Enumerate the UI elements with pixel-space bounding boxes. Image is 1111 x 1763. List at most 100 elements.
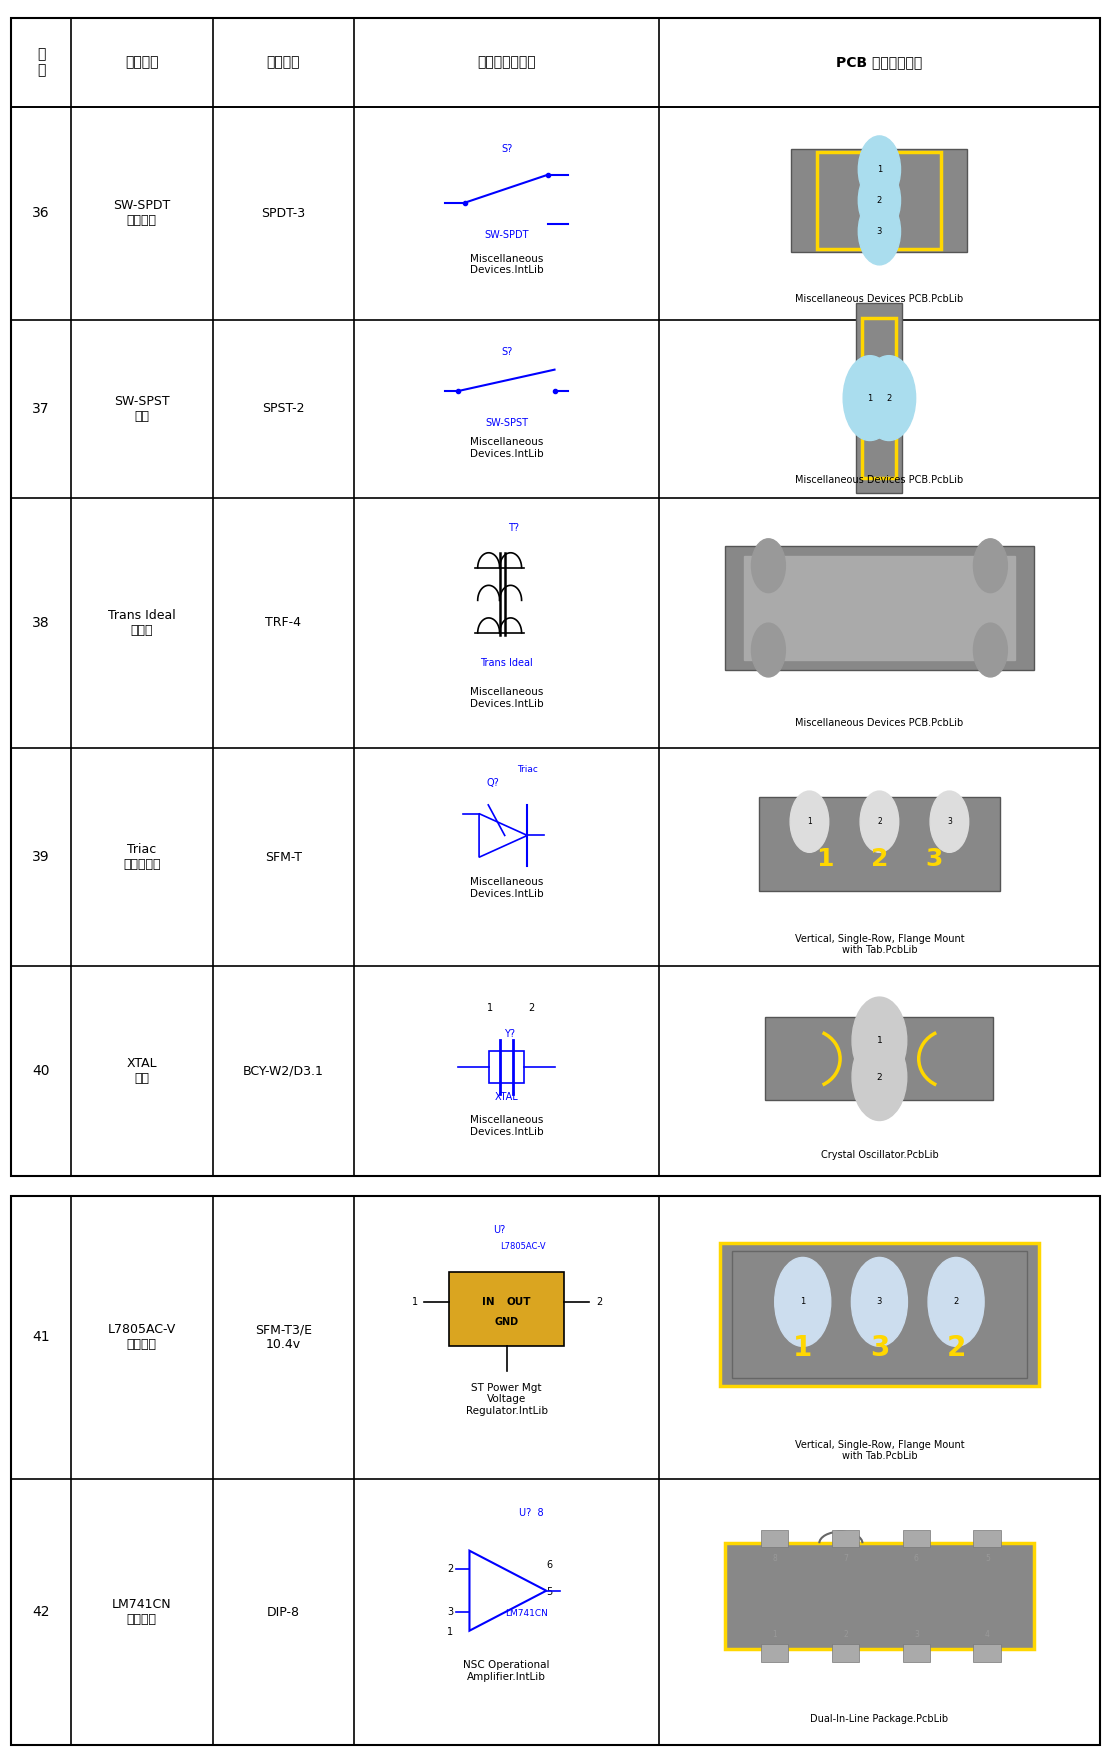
Circle shape	[790, 792, 829, 852]
Text: T?: T?	[508, 522, 519, 532]
Text: 3: 3	[947, 818, 952, 827]
Text: SPDT-3: SPDT-3	[261, 206, 306, 220]
Text: L7805AC-V: L7805AC-V	[500, 1243, 546, 1252]
Text: XTAL
晶振: XTAL 晶振	[127, 1058, 157, 1086]
Text: 3: 3	[877, 1298, 882, 1306]
Bar	[973, 1643, 1001, 1661]
Text: SW-SPDT: SW-SPDT	[484, 229, 529, 240]
Text: S?: S?	[501, 145, 512, 153]
Text: SW-SPDT
单刀双搠: SW-SPDT 单刀双搠	[113, 199, 170, 227]
Text: 2: 2	[528, 1003, 534, 1014]
Text: 1: 1	[487, 1003, 493, 1014]
Text: 2: 2	[877, 196, 882, 205]
Text: 1: 1	[817, 848, 834, 871]
Text: 封装名称: 封装名称	[267, 55, 300, 69]
Text: PCB 封装形式及库: PCB 封装形式及库	[837, 55, 922, 69]
Text: 41: 41	[32, 1331, 50, 1343]
Text: SW-SPST
开关: SW-SPST 开关	[114, 395, 170, 423]
Bar	[732, 1252, 1027, 1379]
Text: 2: 2	[887, 393, 891, 402]
Text: 1: 1	[411, 1296, 418, 1306]
Text: 2: 2	[947, 1335, 965, 1361]
Text: 36: 36	[32, 206, 50, 220]
Bar	[973, 1530, 1001, 1548]
Text: Miscellaneous
Devices.IntLib: Miscellaneous Devices.IntLib	[470, 437, 543, 458]
Text: TRF-4: TRF-4	[266, 617, 301, 629]
Text: 42: 42	[32, 1604, 50, 1618]
Text: 2: 2	[877, 818, 882, 827]
Bar	[862, 317, 897, 478]
Bar	[489, 1051, 524, 1082]
Circle shape	[930, 792, 969, 852]
Text: L7805AC-V
三端稳压: L7805AC-V 三端稳压	[108, 1324, 176, 1350]
Circle shape	[928, 1257, 984, 1347]
Bar	[743, 555, 1015, 659]
Text: 4: 4	[984, 1629, 990, 1638]
Circle shape	[751, 622, 785, 677]
Text: BCY-W2/D3.1: BCY-W2/D3.1	[243, 1065, 323, 1077]
FancyBboxPatch shape	[449, 1273, 564, 1345]
Bar	[902, 1530, 930, 1548]
Text: 1: 1	[877, 1037, 882, 1045]
Bar	[11, 18, 1100, 1176]
Bar	[725, 547, 1033, 670]
Text: 原理图符号及库: 原理图符号及库	[478, 55, 536, 69]
Text: Miscellaneous Devices PCB.PcbLib: Miscellaneous Devices PCB.PcbLib	[795, 718, 963, 728]
Circle shape	[852, 1033, 907, 1121]
Text: Miscellaneous
Devices.IntLib: Miscellaneous Devices.IntLib	[470, 876, 543, 899]
Text: Y?: Y?	[503, 1028, 514, 1038]
Bar	[791, 148, 968, 252]
Text: 3: 3	[870, 1335, 889, 1361]
Text: 6: 6	[547, 1560, 552, 1571]
Circle shape	[852, 998, 907, 1084]
Text: 1: 1	[800, 1298, 805, 1306]
Text: 37: 37	[32, 402, 50, 416]
Text: 2: 2	[447, 1564, 453, 1574]
Bar	[761, 1530, 789, 1548]
Text: XTAL: XTAL	[494, 1091, 519, 1102]
Text: 序
号: 序 号	[37, 48, 46, 78]
Bar	[902, 1643, 930, 1661]
Text: 40: 40	[32, 1065, 50, 1079]
Circle shape	[858, 397, 861, 400]
Text: LM741CN
集成运放: LM741CN 集成运放	[112, 1597, 171, 1625]
Text: 2: 2	[877, 1072, 882, 1082]
Text: 8: 8	[772, 1553, 777, 1562]
Text: 2: 2	[871, 848, 888, 871]
Text: 2: 2	[953, 1298, 959, 1306]
Circle shape	[774, 1257, 831, 1347]
Text: SW-SPST: SW-SPST	[486, 418, 528, 428]
Text: S?: S?	[501, 347, 512, 356]
Bar	[759, 797, 1000, 890]
Text: Vertical, Single-Row, Flange Mount
with Tab.PcbLib: Vertical, Single-Row, Flange Mount with …	[794, 934, 964, 956]
Text: Dual-In-Line Package.PcbLib: Dual-In-Line Package.PcbLib	[810, 1714, 949, 1724]
Circle shape	[851, 1257, 908, 1347]
Text: NSC Operational
Amplifier.IntLib: NSC Operational Amplifier.IntLib	[463, 1661, 550, 1682]
Text: Miscellaneous
Devices.IntLib: Miscellaneous Devices.IntLib	[470, 688, 543, 709]
Circle shape	[751, 539, 785, 592]
Text: 1: 1	[793, 1335, 812, 1361]
Circle shape	[860, 792, 899, 852]
Bar	[832, 1643, 860, 1661]
Bar	[720, 1243, 1039, 1386]
Text: ST Power Mgt
Voltage
Regulator.IntLib: ST Power Mgt Voltage Regulator.IntLib	[466, 1382, 548, 1416]
Bar	[818, 152, 941, 249]
Text: Miscellaneous
Devices.IntLib: Miscellaneous Devices.IntLib	[470, 254, 543, 275]
Bar	[11, 1195, 1100, 1745]
Text: 3: 3	[914, 1629, 919, 1638]
Text: 3: 3	[448, 1608, 453, 1617]
Text: Miscellaneous Devices PCB.PcbLib: Miscellaneous Devices PCB.PcbLib	[795, 293, 963, 303]
Text: GND: GND	[494, 1317, 519, 1328]
Text: Triac: Triac	[517, 765, 538, 774]
Text: IN: IN	[482, 1296, 494, 1306]
Text: 1: 1	[807, 818, 812, 827]
Bar	[832, 1530, 860, 1548]
Text: OUT: OUT	[507, 1296, 531, 1306]
Circle shape	[973, 539, 1008, 592]
Text: LM741CN: LM741CN	[506, 1608, 548, 1618]
Text: 1: 1	[448, 1627, 453, 1638]
Text: 1: 1	[868, 393, 872, 402]
Circle shape	[859, 197, 901, 264]
Text: 6: 6	[914, 1553, 919, 1562]
Circle shape	[859, 136, 901, 203]
